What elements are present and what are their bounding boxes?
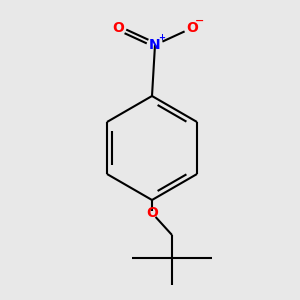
Text: O: O	[112, 21, 124, 35]
Text: O: O	[186, 21, 198, 35]
Text: +: +	[158, 34, 166, 43]
Text: −: −	[195, 16, 205, 26]
Text: N: N	[149, 38, 161, 52]
Text: O: O	[146, 206, 158, 220]
